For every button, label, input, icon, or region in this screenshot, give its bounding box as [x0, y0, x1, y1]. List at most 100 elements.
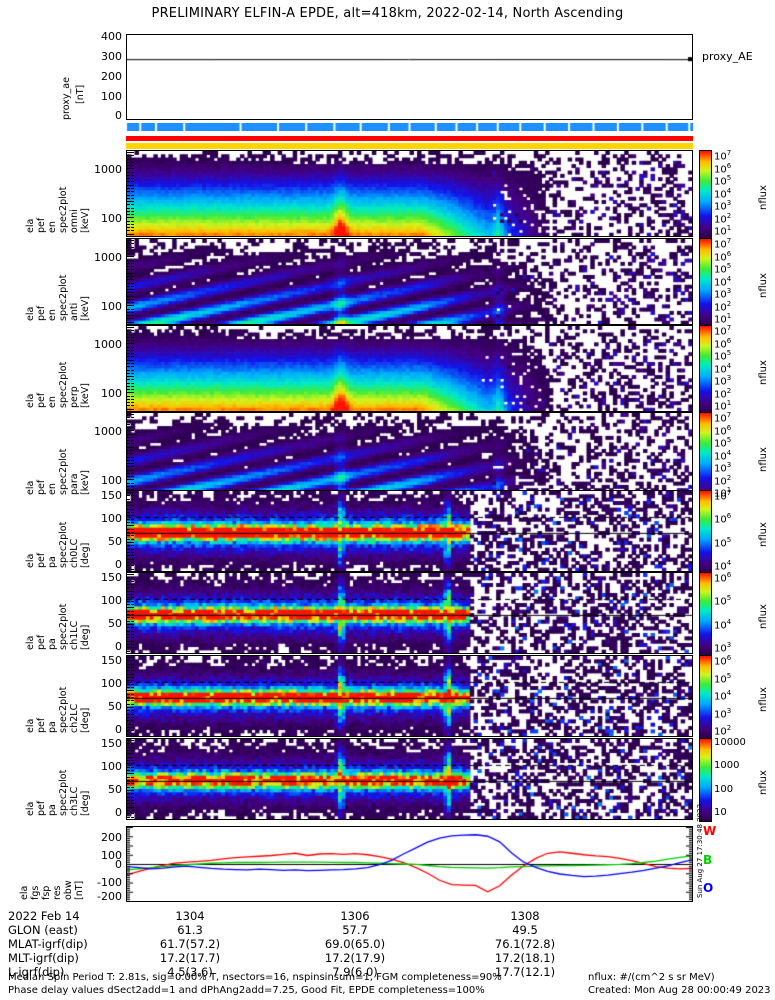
colorbar-tick-ch0LC-3: 104: [714, 559, 731, 572]
cb-mantissa: 10: [714, 656, 727, 668]
panel-omni[interactable]: [126, 150, 693, 237]
ylabel-line: pef: [36, 305, 47, 321]
cb-mantissa: 10: [714, 176, 727, 188]
annotation-row-label: MLAT-igrf(dip): [8, 937, 88, 951]
cb-exponent: 3: [726, 287, 732, 295]
proxy-ae-right-label: proxy_AE: [702, 50, 753, 63]
cb-exponent: 6: [726, 571, 732, 579]
ylabel-line: spec2plot: [58, 186, 69, 233]
cb-mantissa: 10: [714, 561, 727, 573]
colorbar-perp: [699, 325, 712, 414]
cb-mantissa: 10: [714, 708, 727, 720]
colorbar-tick-anti-1: 106: [714, 250, 731, 263]
annotation-row-label: L-igrf(dip): [8, 965, 65, 979]
ylabel-line: en: [47, 483, 58, 495]
colorbar-tick-para-2: 105: [714, 436, 731, 449]
cb-exponent: 4: [726, 448, 732, 457]
ytick-anti-100: 100: [101, 299, 122, 313]
cb-mantissa: 10: [714, 151, 727, 163]
ylabel-line: en: [47, 396, 58, 408]
panel-fgm-residual[interactable]: [126, 826, 693, 902]
panel-ch2LC[interactable]: [126, 655, 693, 737]
annotation-value: 17.2(17.7): [159, 951, 221, 965]
colorbar-tick-ch3LC-3: 10: [714, 807, 727, 818]
cb-mantissa: 10: [714, 251, 727, 263]
fgm-ytick-neg100: -100: [97, 876, 122, 889]
colorbar-ch2LC: [699, 655, 712, 739]
cb-mantissa: 10: [714, 351, 727, 363]
ytick-ch2LC-50: 50: [108, 699, 122, 713]
colorbar-tick-ch0LC-1: 106: [714, 512, 731, 525]
cb-exponent: 6: [726, 654, 732, 662]
cb-exponent: 6: [726, 249, 732, 258]
ylabel-line: en: [47, 221, 58, 233]
axis-ticks-right: [127, 151, 134, 236]
colorbar-tick-anti-3: 104: [714, 275, 731, 288]
fgm-legend-b: B: [703, 853, 713, 867]
panel-ch0LC[interactable]: [126, 490, 693, 572]
cb-exponent: 4: [726, 689, 732, 697]
ytick-omni-1000: 1000: [94, 163, 122, 177]
ylabel-line: pa: [47, 721, 58, 733]
cb-mantissa: 10: [714, 573, 727, 585]
panel-ch1LC[interactable]: [126, 572, 693, 654]
colorbar-title-omni: nflux: [758, 184, 769, 210]
panel-anti[interactable]: [126, 238, 693, 325]
annotation-value: 1304: [175, 909, 205, 923]
colorbar-tick-perp-3: 104: [714, 362, 731, 375]
ylabel-line: ela: [25, 801, 36, 816]
spectrogram-omni: [127, 151, 692, 236]
cb-exponent: 4: [726, 559, 732, 567]
colorbar-tick-ch3LC-1: 1000: [714, 760, 740, 772]
ylabel-line: ela: [25, 718, 36, 733]
spectrogram-ch1LC: [127, 573, 692, 653]
ylabel-line: pef: [36, 634, 47, 650]
cb-exponent: 4: [726, 617, 732, 626]
colorbar-title-anti: nflux: [758, 272, 769, 298]
axis-ticks-right: [127, 739, 134, 819]
ytick-perp-100: 100: [101, 386, 122, 400]
ylabel-line: para: [69, 473, 80, 495]
plotarea-para: [127, 413, 692, 498]
colorbar-anti: [699, 238, 712, 327]
colorbar-tick-ch2LC-4: 102: [714, 724, 731, 737]
annotation-value: 61.7(57.2): [159, 937, 221, 951]
panel-para[interactable]: [126, 412, 693, 499]
fgm-ytick-100: 100: [101, 849, 122, 862]
ytick-ch0LC-50: 50: [108, 534, 122, 548]
colorbar-tick-omni-6: 101: [714, 224, 731, 237]
proxy-ae-ytick-200: 200: [101, 70, 122, 83]
colorbar-tick-perp-2: 105: [714, 349, 731, 362]
annotation-value: 1306: [340, 909, 370, 923]
ytick-ch3LC-0: 0: [115, 805, 122, 819]
yellow-status-bar: [126, 143, 693, 149]
ylabel-line: pef: [36, 392, 47, 408]
annotation-value: 61.3: [177, 923, 203, 937]
spectrogram-anti: [127, 239, 692, 324]
cb-mantissa: 10: [714, 188, 727, 200]
panel-perp[interactable]: [126, 325, 693, 412]
fgm-ylabel-line: ela: [19, 885, 30, 900]
ylabel-line: ch3LC: [69, 786, 80, 816]
cb-mantissa: 10: [714, 388, 727, 400]
cb-mantissa: 10: [714, 213, 727, 225]
colorbar-tick-ch1LC-2: 104: [714, 618, 731, 631]
cb-mantissa: 10: [714, 691, 727, 703]
colorbar-ch1LC: [699, 572, 712, 656]
colorbar-tick-ch2LC-0: 106: [714, 654, 731, 667]
colorbar-tick-anti-0: 107: [714, 237, 731, 250]
spectrogram-ch2LC: [127, 656, 692, 736]
ytick-ch0LC-150: 150: [101, 488, 122, 502]
cb-mantissa: 10: [714, 363, 727, 375]
annotation-value: 17.2(18.1): [494, 951, 556, 965]
annotation-value: 4.5(3.6): [167, 965, 213, 979]
colorbar-tick-omni-0: 107: [714, 149, 731, 162]
spectrogram-perp: [127, 326, 692, 411]
colorbar-tick-ch2LC-2: 104: [714, 689, 731, 702]
panel-ch3LC[interactable]: [126, 738, 693, 820]
ylabel-line: pa: [47, 804, 58, 816]
cb-exponent: 2: [726, 724, 732, 732]
proxy-ae-ytick-100: 100: [101, 90, 122, 103]
panel-proxy-ae[interactable]: [126, 34, 693, 120]
cb-exponent: 7: [726, 489, 732, 497]
